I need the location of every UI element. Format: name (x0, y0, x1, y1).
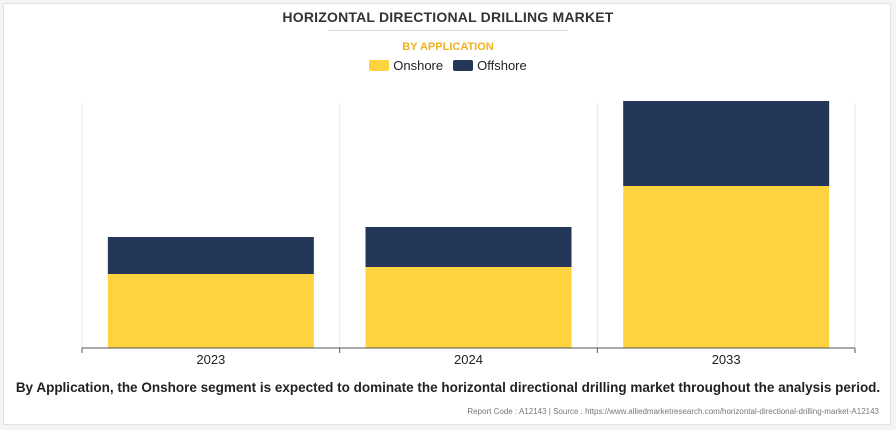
chart-title: HORIZONTAL DIRECTIONAL DRILLING MARKET (282, 9, 614, 25)
bar-onshore-2023 (107, 274, 314, 348)
chart-subtitle: BY APPLICATION (402, 41, 494, 53)
x-tick-label-2024: 2024 (454, 352, 483, 367)
legend-label-onshore: Onshore (393, 58, 444, 73)
title-divider (328, 30, 568, 31)
bar-onshore-2033 (623, 186, 830, 348)
legend-label-offshore: Offshore (477, 58, 527, 73)
x-tick-label-2023: 2023 (196, 352, 225, 367)
legend-swatch-offshore (453, 60, 474, 71)
chart-legend: Onshore Offshore (0, 58, 896, 73)
chart-plot: 2023 2024 2033 (81, 101, 856, 367)
legend-item-onshore[interactable]: Onshore (369, 58, 443, 73)
bar-offshore-2024 (365, 227, 572, 267)
source-note: Report Code : A12143 | Source : https://… (467, 407, 879, 416)
bar-onshore-2024 (365, 267, 572, 348)
x-tick-label-2033: 2033 (712, 352, 741, 367)
legend-swatch-onshore (369, 60, 390, 71)
bar-offshore-2023 (107, 237, 314, 274)
legend-item-offshore[interactable]: Offshore (453, 58, 527, 73)
chart-caption: By Application, the Onshore segment is e… (15, 380, 881, 395)
bar-offshore-2033 (623, 101, 830, 186)
